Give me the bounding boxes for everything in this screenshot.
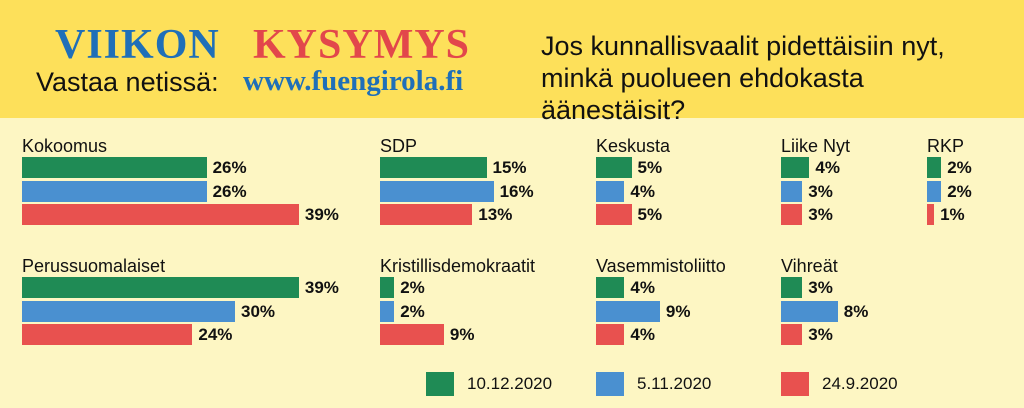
value-label-keskusta-3: 5%: [637, 205, 663, 224]
value-label-rkp-1: 2%: [947, 158, 972, 177]
bar-vasemmistoliitto-3: [596, 324, 625, 345]
legend-swatch-1: [426, 372, 454, 396]
legend-label-2: 5.11.2020: [637, 374, 712, 393]
answer-online-text: Vastaa netissä:: [36, 67, 219, 97]
bar-rkp-2: [927, 180, 942, 202]
value-label-perussuomalaiset-2: 30%: [241, 301, 276, 321]
bar-vihreat-1: [781, 277, 803, 298]
bar-rkp-1: [927, 157, 942, 178]
bar-kristillisdemokraatit-3: [380, 324, 444, 345]
party-label-vasemmistoliitto: Vasemmistoliitto: [596, 256, 726, 276]
poll-question: Jos kunnallisvaalit pidettäisiin nyt, mi…: [541, 31, 945, 125]
bar-keskusta-2: [596, 180, 625, 202]
value-label-rkp-3: 1%: [940, 205, 965, 224]
legend-label-1: 10.12.2020: [467, 374, 553, 393]
legend-swatch-3: [781, 372, 809, 396]
value-label-sdp-2: 16%: [499, 181, 534, 201]
party-label-keskusta: Keskusta: [596, 136, 671, 156]
bar-vasemmistoliitto-2: [596, 300, 660, 322]
value-label-keskusta-1: 5%: [637, 158, 663, 177]
value-label-kokoomus-3: 39%: [304, 205, 339, 224]
website-url: www.fuengirola.fi: [243, 65, 464, 97]
value-label-vihreat-1: 3%: [808, 278, 833, 297]
bar-sdp-1: [380, 157, 487, 178]
bar-perussuomalaiset-3: [22, 324, 193, 345]
party-label-vihreat: Vihreät: [781, 256, 838, 276]
value-label-sdp-3: 13%: [478, 205, 513, 224]
brand-title-kysymys: KYSYMYS: [253, 22, 471, 68]
bar-liike-nyt-2: [781, 180, 803, 202]
bar-perussuomalaiset-2: [22, 300, 235, 322]
value-label-vihreat-3: 3%: [808, 325, 833, 344]
value-label-vasemmistoliitto-3: 4%: [630, 325, 655, 344]
header-banner: VIIKON KYSYMYS Vastaa netissä: www.fueng…: [0, 0, 1024, 125]
party-label-kokoomus: Kokoomus: [22, 136, 108, 156]
party-label-sdp: SDP: [380, 136, 418, 156]
party-label-kristillisdemokraatit: Kristillisdemokraatit: [380, 256, 536, 276]
bar-keskusta-1: [596, 157, 632, 178]
value-label-keskusta-2: 4%: [630, 181, 655, 201]
value-label-rkp-2: 2%: [947, 181, 972, 201]
value-label-kristillisdemokraatit-1: 2%: [400, 278, 425, 297]
bar-vihreat-3: [781, 324, 803, 345]
value-label-perussuomalaiset-3: 24%: [198, 325, 233, 344]
bar-keskusta-3: [596, 204, 632, 225]
value-label-vasemmistoliitto-1: 4%: [630, 278, 655, 297]
bar-kokoomus-3: [22, 204, 299, 225]
bar-liike-nyt-1: [781, 157, 810, 178]
value-label-sdp-1: 15%: [492, 158, 527, 177]
bar-kristillisdemokraatit-2: [380, 300, 395, 322]
value-label-perussuomalaiset-1: 39%: [304, 278, 339, 297]
party-label-perussuomalaiset: Perussuomalaiset: [22, 256, 166, 276]
value-label-liike-nyt-1: 4%: [815, 158, 840, 177]
party-label-rkp: RKP: [927, 136, 965, 156]
value-label-liike-nyt-3: 3%: [808, 205, 833, 224]
bar-perussuomalaiset-1: [22, 277, 299, 298]
legend-swatch-2: [596, 372, 624, 396]
bar-liike-nyt-3: [781, 204, 803, 225]
bar-sdp-3: [380, 204, 473, 225]
bar-vihreat-2: [781, 300, 838, 322]
bar-rkp-3: [927, 204, 935, 225]
value-label-vihreat-2: 8%: [843, 301, 869, 321]
party-label-liike-nyt: Liike Nyt: [781, 136, 851, 156]
value-label-kristillisdemokraatit-2: 2%: [400, 301, 425, 321]
value-label-kokoomus-2: 26%: [212, 181, 247, 201]
value-label-liike-nyt-2: 3%: [808, 181, 833, 201]
bar-kokoomus-2: [22, 180, 207, 202]
bar-kokoomus-1: [22, 157, 207, 178]
value-label-kokoomus-1: 26%: [212, 158, 247, 177]
brand-title-viikon: VIIKON: [55, 22, 220, 68]
value-label-kristillisdemokraatit-3: 9%: [449, 325, 475, 344]
legend-label-3: 24.9.2020: [822, 374, 898, 393]
bar-kristillisdemokraatit-1: [380, 277, 395, 298]
bar-sdp-2: [380, 180, 494, 202]
value-label-vasemmistoliitto-2: 9%: [665, 301, 691, 321]
bar-vasemmistoliitto-1: [596, 277, 625, 298]
